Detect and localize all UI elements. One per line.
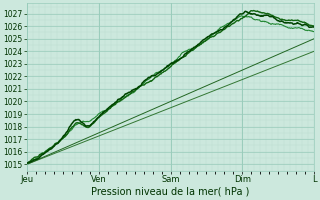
X-axis label: Pression niveau de la mer( hPa ): Pression niveau de la mer( hPa ) — [92, 187, 250, 197]
